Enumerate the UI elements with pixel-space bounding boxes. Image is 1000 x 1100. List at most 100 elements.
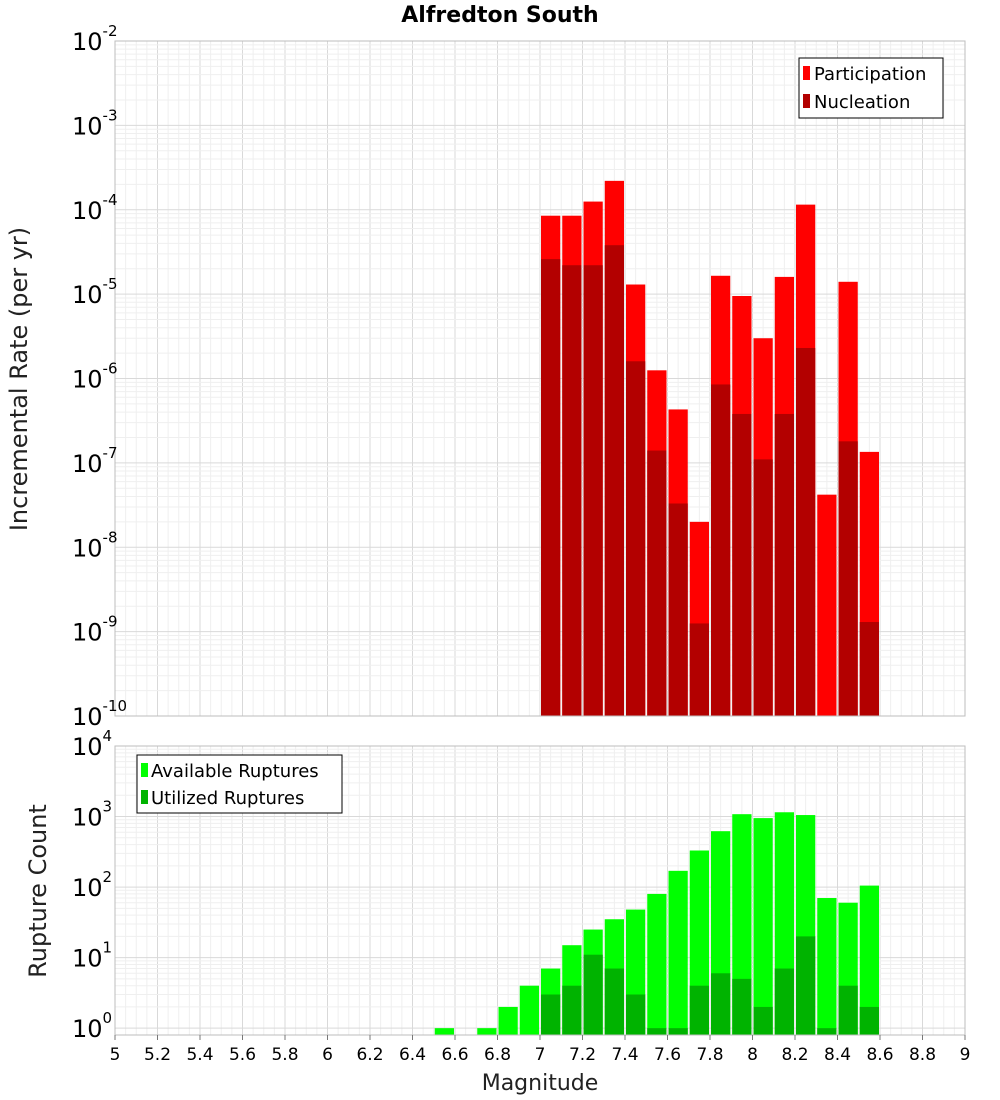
- rate-plot-frame: [114, 40, 966, 717]
- rate-legend-box: [798, 57, 944, 119]
- available-ruptures-bar: [668, 870, 688, 1035]
- x-tick-label: 7.4: [611, 1045, 638, 1065]
- rate-y-axis-label: Incremental Rate (per yr): [5, 227, 33, 531]
- magnitude-x-ticks: 5 5.2 5.4 5.6 5.8 6 6.2 6.4 6.6 6.8 7 7.2 7.4 7.6 7.8 8…: [110, 1035, 971, 1065]
- x-axis-label: Magnitude: [482, 1071, 599, 1096]
- rate-y-tick-label: 10-9: [72, 613, 118, 647]
- x-tick-label: 5.8: [271, 1045, 298, 1065]
- rate-y-tick-exponent: -9: [103, 613, 118, 631]
- available-ruptures-bar: [817, 898, 837, 1035]
- count-legend: Available Ruptures Utilized Ruptures: [136, 754, 343, 814]
- nucleation-bar: [562, 265, 582, 716]
- x-tick-label: 5.2: [144, 1045, 171, 1065]
- legend-swatch-utilized: [141, 790, 148, 804]
- utilized-ruptures-bar: [626, 994, 646, 1035]
- rate-y-tick-label: 10-6: [72, 360, 118, 394]
- utilized-ruptures-bar: [583, 954, 603, 1035]
- rate-y-tick-label: 10-8: [72, 528, 118, 562]
- rate-panel: 10-10 10-9 10-8 10-7 10-6 10-5 10-4 10-3 10-2 In…: [5, 22, 966, 731]
- nucleation-bar: [774, 413, 794, 716]
- x-tick-label: 7.2: [569, 1045, 596, 1065]
- x-tick-label: 6: [322, 1045, 333, 1065]
- x-tick-label: 8.8: [909, 1045, 936, 1065]
- x-tick-label: 9: [960, 1045, 971, 1065]
- count-y-tick-exponent: 3: [103, 798, 113, 816]
- nucleation-bar: [668, 503, 688, 716]
- nucleation-bar: [711, 384, 731, 716]
- available-ruptures-bar: [519, 985, 539, 1035]
- rate-bars: [541, 180, 879, 717]
- rate-y-tick-label: 10-4: [72, 191, 118, 225]
- x-tick-label: 8.2: [781, 1045, 808, 1065]
- nucleation-bar: [732, 413, 752, 716]
- participation-bar: [817, 494, 837, 716]
- rate-y-ticks: 10-10 10-9 10-8 10-7 10-6 10-5 10-4 10-3 10-2: [72, 22, 127, 731]
- x-tick-label: 6.6: [441, 1045, 468, 1065]
- nucleation-bar: [838, 441, 858, 716]
- count-y-tick-label: 101: [72, 939, 112, 973]
- nucleation-bar: [541, 259, 561, 716]
- rate-y-tick-exponent: -5: [103, 275, 118, 293]
- utilized-ruptures-bar: [817, 1028, 837, 1035]
- rate-y-tick-exponent: -7: [103, 444, 118, 462]
- x-tick-label: 7.6: [654, 1045, 681, 1065]
- legend-swatch-available: [141, 763, 148, 777]
- nucleation-bar: [753, 459, 773, 716]
- count-y-tick-exponent: 4: [103, 727, 113, 745]
- legend-label-nucleation: Nucleation: [814, 92, 910, 113]
- utilized-ruptures-bar: [838, 985, 858, 1035]
- utilized-ruptures-bar: [859, 1006, 879, 1035]
- legend-label-utilized: Utilized Ruptures: [151, 788, 304, 809]
- rate-y-tick-label: 10-2: [72, 22, 118, 56]
- x-tick-label: 8.6: [866, 1045, 893, 1065]
- x-tick-label: 8.4: [824, 1045, 851, 1065]
- nucleation-bar: [859, 622, 879, 716]
- count-bars: [434, 812, 879, 1035]
- utilized-ruptures-bar: [689, 985, 709, 1035]
- x-tick-label: 6.8: [484, 1045, 511, 1065]
- legend-label-participation: Participation: [814, 64, 926, 85]
- legend-swatch-participation: [803, 66, 810, 80]
- utilized-ruptures-bar: [541, 994, 561, 1035]
- rate-y-tick-exponent: -10: [103, 697, 128, 715]
- x-tick-label: 7: [535, 1045, 546, 1065]
- utilized-ruptures-bar: [647, 1028, 667, 1035]
- legend-swatch-nucleation: [803, 94, 810, 108]
- count-y-axis-label: Rupture Count: [24, 804, 52, 978]
- count-y-tick-label: 100: [72, 1009, 112, 1043]
- x-tick-label: 8: [747, 1045, 758, 1065]
- rate-y-tick-exponent: -8: [103, 528, 118, 546]
- nucleation-bar: [647, 450, 667, 716]
- utilized-ruptures-bar: [562, 985, 582, 1035]
- rate-y-tick-label: 10-10: [72, 697, 127, 731]
- rate-y-tick-label: 10-7: [72, 444, 118, 478]
- rate-y-tick-exponent: -2: [103, 22, 118, 40]
- count-y-tick-label: 102: [72, 868, 112, 902]
- chart-title: Alfredton South: [401, 3, 598, 28]
- nucleation-bar: [604, 245, 624, 717]
- x-tick-label: 6.2: [356, 1045, 383, 1065]
- rate-y-tick-exponent: -3: [103, 106, 118, 124]
- available-ruptures-bar: [434, 1028, 454, 1035]
- count-y-tick-exponent: 1: [103, 939, 113, 957]
- utilized-ruptures-bar: [711, 973, 731, 1035]
- rate-y-tick-label: 10-5: [72, 275, 118, 309]
- available-ruptures-bar: [753, 818, 773, 1035]
- nucleation-bar: [626, 361, 646, 716]
- utilized-ruptures-bar: [753, 1006, 773, 1035]
- x-tick-label: 5.6: [229, 1045, 256, 1065]
- rate-y-tick-exponent: -6: [103, 360, 118, 378]
- count-y-tick-exponent: 2: [103, 868, 113, 886]
- utilized-ruptures-bar: [796, 936, 816, 1035]
- rate-legend: Participation Nucleation: [798, 57, 944, 119]
- x-tick-label: 5.4: [186, 1045, 213, 1065]
- rate-y-tick-label: 10-3: [72, 106, 118, 140]
- available-ruptures-bar: [859, 885, 879, 1035]
- legend-label-available: Available Ruptures: [151, 761, 319, 782]
- x-tick-label: 7.8: [696, 1045, 723, 1065]
- utilized-ruptures-bar: [668, 1028, 688, 1035]
- utilized-ruptures-bar: [732, 978, 752, 1035]
